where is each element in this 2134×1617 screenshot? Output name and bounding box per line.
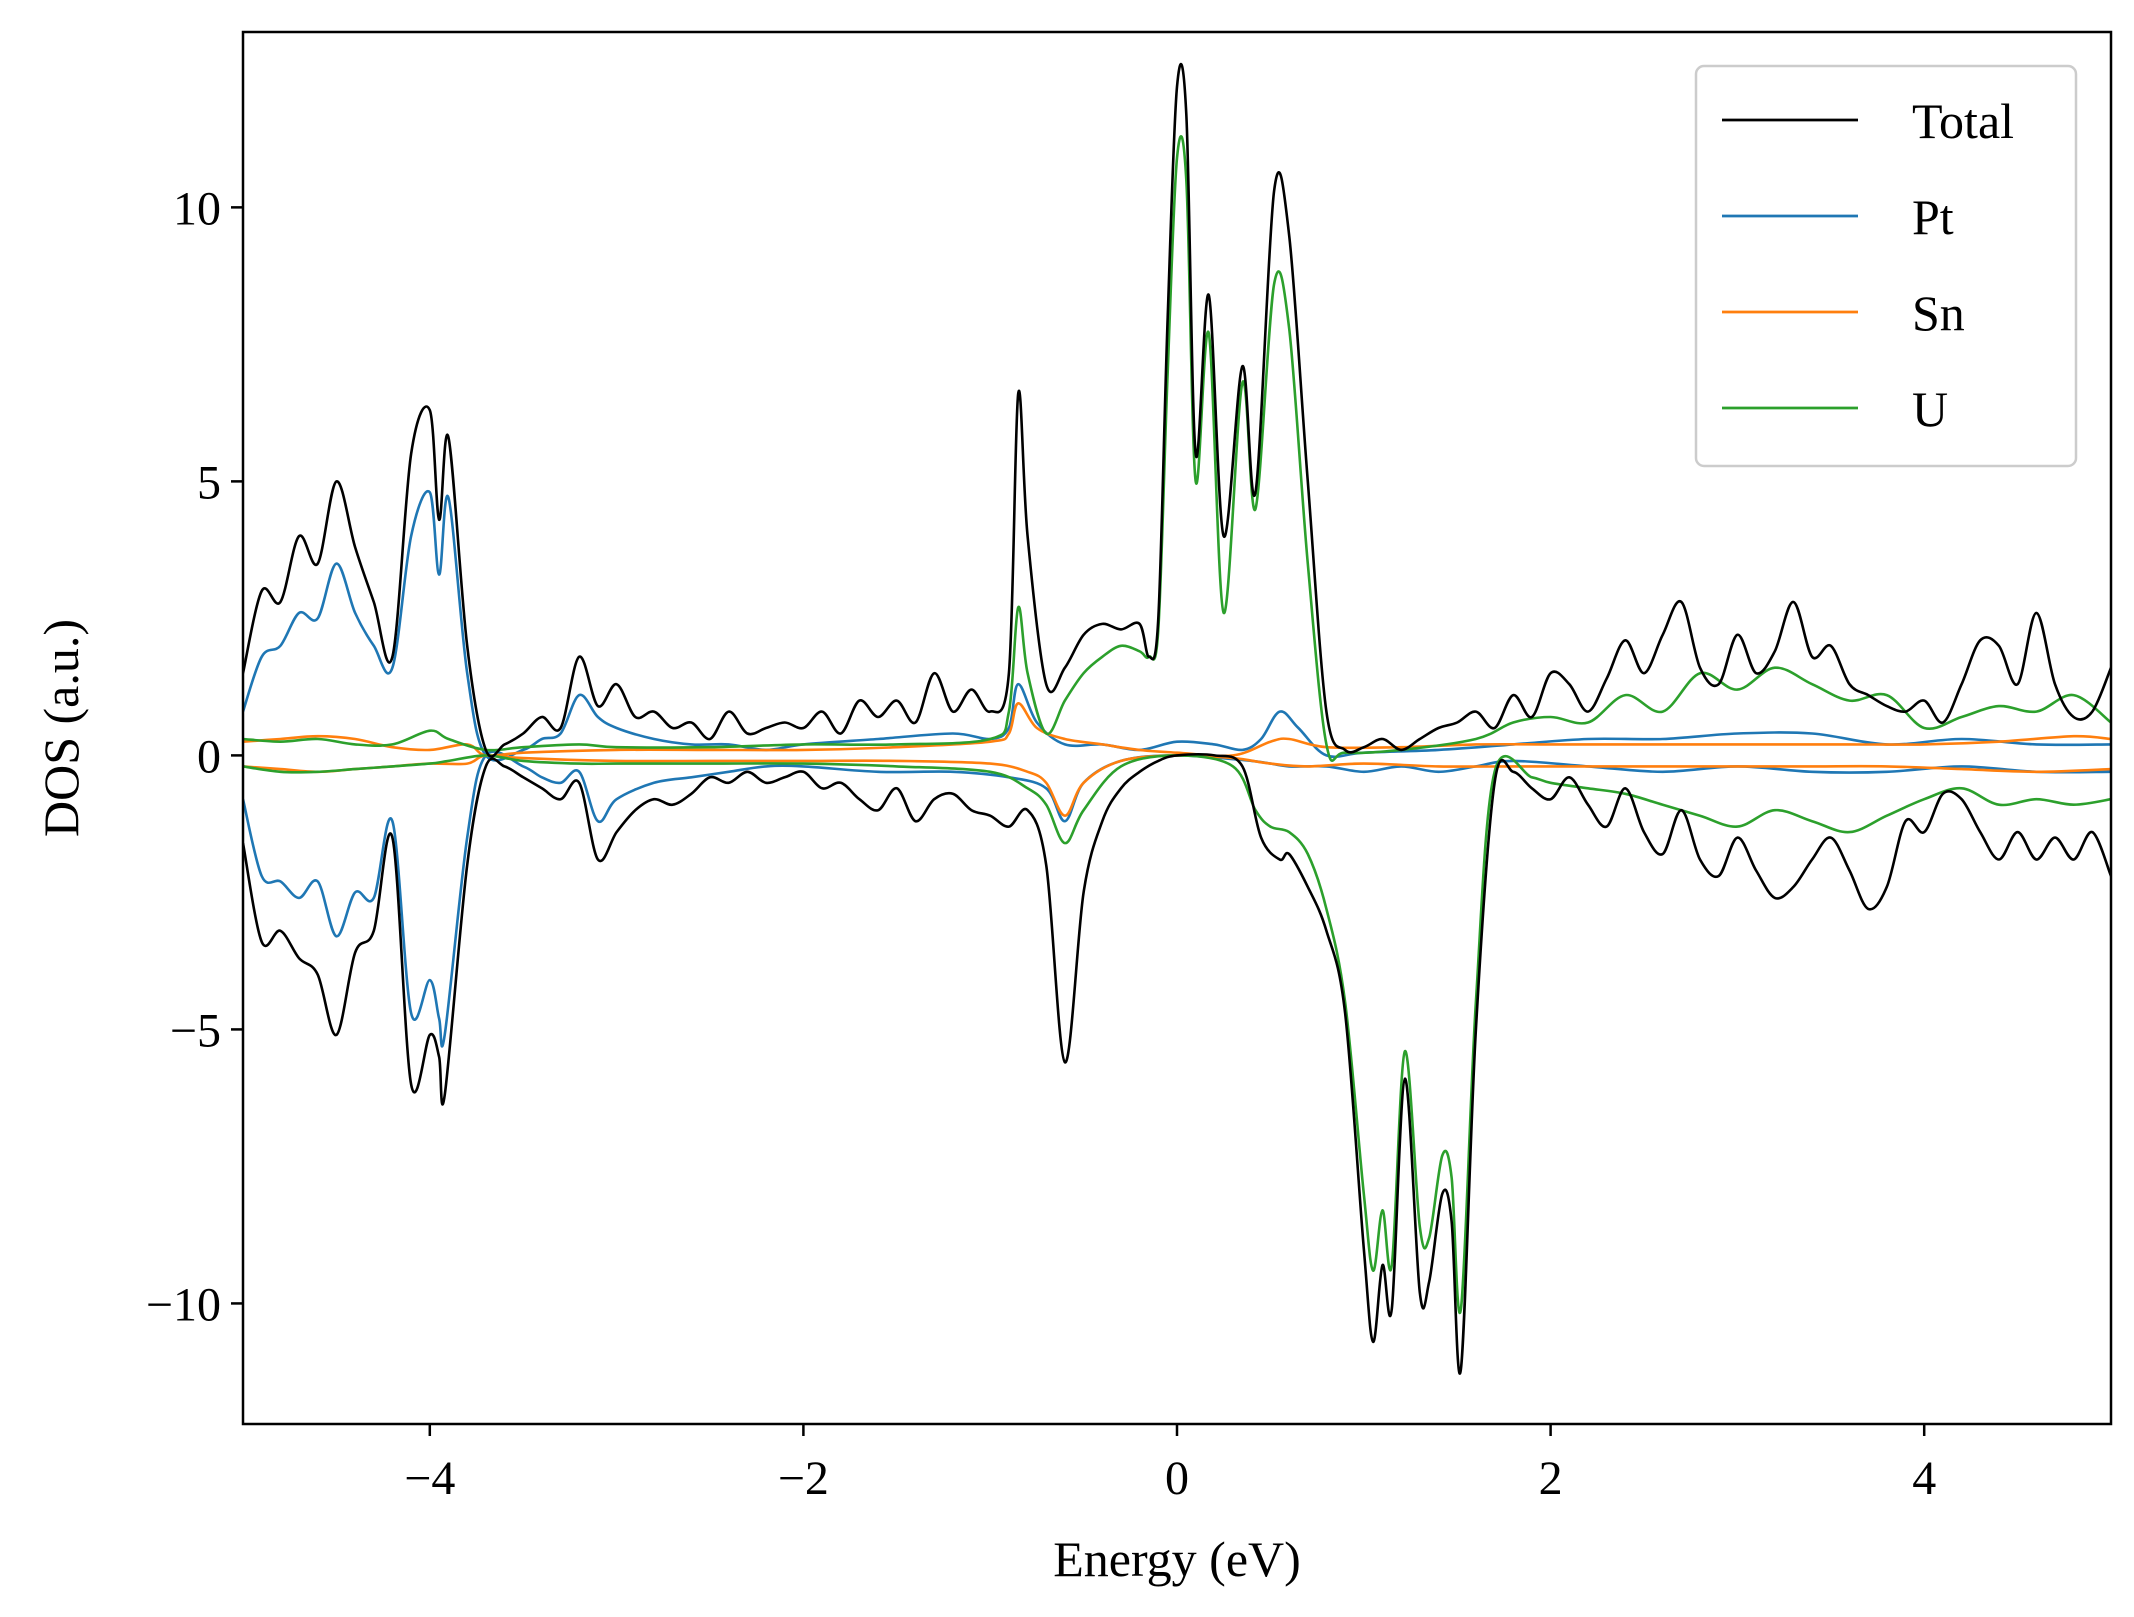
legend-label-sn: Sn — [1912, 285, 1965, 341]
x-tick-label: −2 — [778, 1452, 829, 1505]
y-tick-label: 10 — [173, 182, 221, 235]
legend-label-total: Total — [1912, 93, 2014, 149]
y-axis: −10 −5 0 5 10 — [146, 182, 243, 1331]
legend-box — [1694, 64, 2078, 468]
x-axis: −4 −2 0 2 4 — [404, 1424, 1936, 1505]
series-total-spin-up-line — [243, 62, 2111, 758]
y-tick-label: −10 — [146, 1278, 221, 1331]
y-tick-label: 0 — [197, 730, 221, 783]
x-tick-label: 0 — [1165, 1452, 1189, 1505]
x-tick-label: 2 — [1539, 1452, 1563, 1505]
series-sn-spin-down-line — [243, 753, 2111, 817]
legend-label-pt: Pt — [1912, 189, 1954, 245]
series-layer — [243, 62, 2111, 1375]
legend-items: Total Pt Sn U — [1722, 93, 2014, 437]
legend-label-u: U — [1912, 381, 1948, 437]
series-pt-spin-up-line — [243, 489, 2111, 762]
series-total-spin-down-line — [243, 753, 2111, 1375]
y-axis-label: DOS (a.u.) — [33, 619, 89, 837]
y-tick-label: 5 — [197, 456, 221, 509]
y-tick-label: −5 — [170, 1004, 221, 1057]
series-u-spin-down-line — [243, 754, 2111, 1315]
x-axis-label: Energy (eV) — [1053, 1531, 1301, 1587]
x-tick-label: −4 — [404, 1452, 455, 1505]
series-u-spin-up-line — [243, 135, 2111, 762]
legend: Total Pt Sn U — [1694, 64, 2078, 468]
x-tick-label: 4 — [1912, 1452, 1936, 1505]
